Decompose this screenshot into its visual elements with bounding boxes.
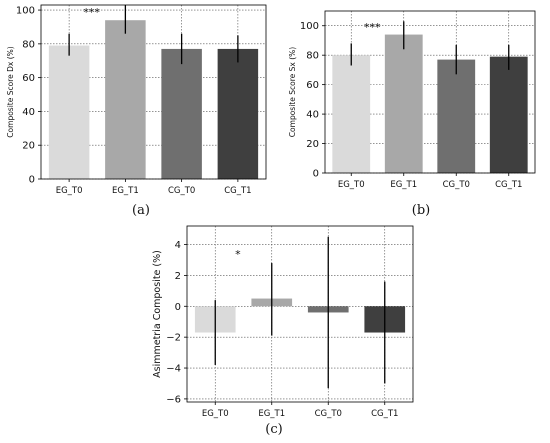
x-tick-label: CG_T1: [371, 409, 398, 419]
x-tick-label: EG_T1: [258, 409, 285, 419]
y-tick-label: 100: [16, 6, 35, 17]
x-tick-label: EG_T0: [56, 186, 83, 196]
x-tick-label: EG_T1: [390, 180, 417, 190]
x-tick-label: CG_T0: [168, 186, 195, 196]
y-tick-label: 100: [300, 21, 319, 32]
x-tick-label: CG_T1: [495, 180, 522, 190]
y-axis-label: Composite Score Dx (%): [6, 46, 15, 137]
chart-panel: 0 20 40 60 80 100 EG_T0 EG_T1 CG_T0 CG_T1 Composit…: [6, 4, 267, 218]
chart-panel: −6 −4 −2 0 2 4 EG_T0 EG_T1 CG_T0 CG_T1 Asimmetria …: [152, 225, 414, 437]
significance-annotation: *: [235, 248, 241, 261]
x-tick-label: EG_T0: [202, 409, 229, 419]
chart-panel: 0 20 40 60 80 100 EG_T0 EG_T1 CG_T0 CG_T1 Composit…: [288, 10, 536, 218]
y-tick-label: 80: [22, 39, 35, 50]
bar: [384, 34, 423, 174]
y-tick-label: −2: [166, 333, 181, 344]
y-tick-label: 40: [22, 107, 35, 118]
y-tick-label: 4: [175, 240, 181, 251]
x-tick-label: CG_T0: [443, 180, 470, 190]
plot-frame: [324, 10, 536, 174]
plot-frame: [40, 4, 267, 180]
y-tick-label: 60: [306, 80, 319, 91]
significance-annotation: ***: [364, 21, 381, 34]
panel-label: (c): [265, 422, 282, 437]
significance-annotation: ***: [83, 6, 100, 19]
y-tick-label: 20: [22, 141, 35, 152]
y-tick-label: 0: [313, 169, 319, 180]
plot-frame: [186, 225, 414, 403]
bar: [437, 59, 476, 173]
x-tick-label: CG_T1: [224, 186, 251, 196]
bar: [105, 20, 146, 179]
y-tick-label: 0: [175, 302, 181, 313]
y-tick-label: −6: [166, 394, 181, 405]
y-tick-label: 2: [175, 271, 181, 282]
bar: [48, 45, 90, 180]
y-tick-label: 80: [306, 51, 319, 62]
bar: [332, 55, 371, 173]
y-axis-label: Asimmetria Composite (%): [152, 250, 163, 378]
y-tick-label: −4: [166, 364, 181, 375]
x-tick-label: EG_T0: [338, 180, 365, 190]
y-tick-label: 20: [306, 139, 319, 150]
y-tick-label: 40: [306, 110, 319, 121]
bar: [489, 56, 528, 174]
y-tick-label: 0: [29, 175, 35, 186]
y-axis-label: Composite Score Sx (%): [288, 47, 297, 137]
panel-label: (a): [132, 203, 150, 218]
bar: [217, 48, 259, 179]
bar: [161, 48, 202, 179]
y-tick-label: 60: [22, 73, 35, 84]
x-tick-label: CG_T0: [315, 409, 342, 419]
x-tick-label: EG_T1: [112, 186, 139, 196]
panel-label: (b): [412, 203, 430, 218]
